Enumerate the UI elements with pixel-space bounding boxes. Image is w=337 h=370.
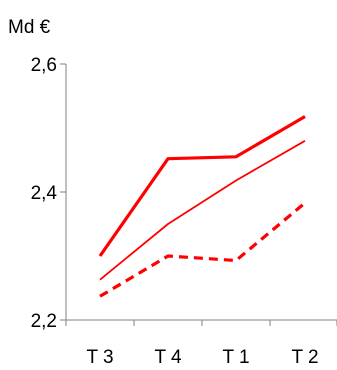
series-group	[98, 115, 307, 298]
axes	[60, 63, 337, 326]
x-tick-label: T 3	[86, 347, 113, 365]
tick-labels: 2,2 2,4 2,6 T 3 T 4 T 1 T 2	[31, 55, 319, 368]
y-tick-label: 2,2	[31, 311, 57, 332]
series-line-thin-solid	[99, 140, 306, 281]
y-axis-unit-label: Md €	[8, 17, 51, 38]
series-line-thick-dashed	[99, 201, 307, 298]
x-tick-label: T 2	[291, 347, 318, 365]
x-tick-label: T 4	[154, 347, 182, 365]
y-tick-label: 2,6	[31, 55, 57, 76]
x-tick-label: T 1	[222, 347, 249, 365]
y-tick-label: 2,4	[31, 183, 58, 204]
series-line-thick-solid	[98, 115, 306, 257]
